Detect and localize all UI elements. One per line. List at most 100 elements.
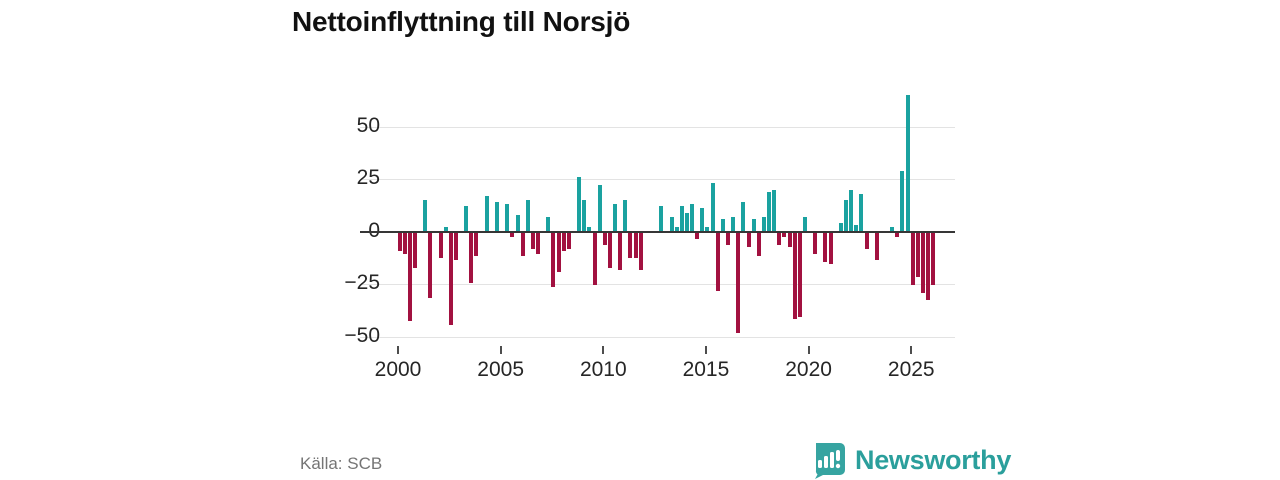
x-axis-tick-label: 2025 bbox=[887, 358, 935, 381]
bar bbox=[438, 232, 443, 258]
chart-title: Nettoinflyttning till Norsjö bbox=[292, 6, 631, 37]
bar bbox=[397, 232, 402, 252]
bar bbox=[767, 191, 772, 232]
bar bbox=[931, 232, 936, 285]
bar bbox=[900, 170, 905, 232]
bar bbox=[484, 195, 489, 232]
bar bbox=[551, 232, 556, 288]
bar bbox=[905, 95, 910, 232]
x-axis-tick-label: 2010 bbox=[579, 358, 627, 381]
bar bbox=[684, 212, 689, 232]
bar bbox=[469, 232, 474, 283]
bar bbox=[602, 232, 607, 246]
bar bbox=[597, 185, 602, 232]
x-axis-tick-mark bbox=[910, 346, 913, 354]
bar bbox=[849, 189, 854, 232]
bar bbox=[536, 232, 541, 254]
bar bbox=[725, 232, 730, 246]
bar bbox=[592, 232, 597, 285]
x-axis-tick-mark bbox=[602, 346, 605, 354]
x-axis-tick-label: 2005 bbox=[477, 358, 524, 381]
bar bbox=[710, 183, 715, 232]
x-axis-tick-mark bbox=[499, 346, 502, 354]
gridline bbox=[360, 179, 955, 180]
bar bbox=[736, 232, 741, 334]
bar bbox=[613, 204, 618, 232]
source-note: Källa: SCB bbox=[300, 454, 383, 473]
bar bbox=[530, 232, 535, 250]
bar bbox=[623, 200, 628, 232]
bar bbox=[823, 232, 828, 262]
bar bbox=[577, 176, 582, 232]
bar bbox=[423, 200, 428, 232]
bar bbox=[495, 202, 500, 232]
x-axis-tick-mark bbox=[397, 346, 399, 354]
bar bbox=[561, 232, 566, 252]
y-axis-tick-label: 0 bbox=[320, 219, 380, 243]
x-axis-tick-mark bbox=[704, 346, 707, 354]
bar bbox=[854, 225, 859, 232]
bar bbox=[874, 232, 879, 260]
newsworthy-pin-icon bbox=[810, 442, 846, 479]
bar bbox=[782, 232, 787, 237]
y-axis-tick-label: 25 bbox=[356, 166, 380, 190]
bar bbox=[890, 227, 895, 232]
bar bbox=[510, 232, 515, 237]
bar bbox=[618, 232, 623, 271]
bar bbox=[705, 227, 710, 232]
x-axis-tick-label: 2020 bbox=[785, 358, 832, 381]
bar bbox=[700, 208, 705, 232]
bar bbox=[741, 202, 746, 232]
bar bbox=[690, 204, 695, 232]
bar bbox=[787, 232, 792, 248]
bar bbox=[792, 232, 797, 319]
bar bbox=[695, 232, 700, 239]
bar bbox=[926, 232, 931, 300]
x-axis-tick-mark bbox=[807, 346, 810, 354]
bar bbox=[464, 206, 469, 232]
bar bbox=[915, 232, 920, 277]
gridline bbox=[360, 126, 955, 128]
bar bbox=[453, 232, 458, 260]
bar bbox=[731, 216, 736, 232]
newsworthy-logo-text: Newsworthy bbox=[855, 445, 1012, 475]
bar bbox=[895, 232, 900, 237]
bar bbox=[679, 206, 684, 232]
bar bbox=[474, 232, 479, 256]
bar bbox=[546, 216, 551, 232]
bar bbox=[628, 232, 633, 258]
y-axis-tick-label: 50 bbox=[356, 113, 380, 137]
bar bbox=[756, 232, 761, 256]
bar bbox=[659, 206, 664, 232]
bar bbox=[669, 216, 674, 232]
bar bbox=[448, 232, 453, 325]
bar bbox=[838, 223, 843, 232]
bar bbox=[525, 200, 530, 232]
bar bbox=[674, 227, 679, 232]
bar bbox=[607, 232, 612, 269]
bar bbox=[720, 218, 725, 232]
bar bbox=[761, 216, 766, 232]
bar bbox=[412, 232, 417, 269]
newsworthy-logo: Newsworthy bbox=[810, 442, 1011, 479]
bar bbox=[910, 232, 915, 285]
gridline bbox=[360, 284, 955, 285]
y-axis-tick-label: −25 bbox=[344, 271, 380, 295]
bar bbox=[828, 232, 833, 264]
bar bbox=[515, 214, 520, 232]
bar bbox=[777, 232, 782, 246]
bar bbox=[505, 204, 510, 232]
bar bbox=[556, 232, 561, 273]
bar bbox=[751, 218, 756, 232]
bar bbox=[797, 232, 802, 317]
bar bbox=[921, 232, 925, 294]
bar bbox=[715, 232, 720, 292]
x-axis-tick-label: 2015 bbox=[682, 358, 730, 381]
bar bbox=[802, 216, 807, 232]
bar bbox=[859, 193, 864, 232]
bar bbox=[772, 189, 777, 232]
bar bbox=[746, 232, 751, 248]
bar bbox=[428, 232, 433, 298]
bar bbox=[844, 200, 849, 232]
